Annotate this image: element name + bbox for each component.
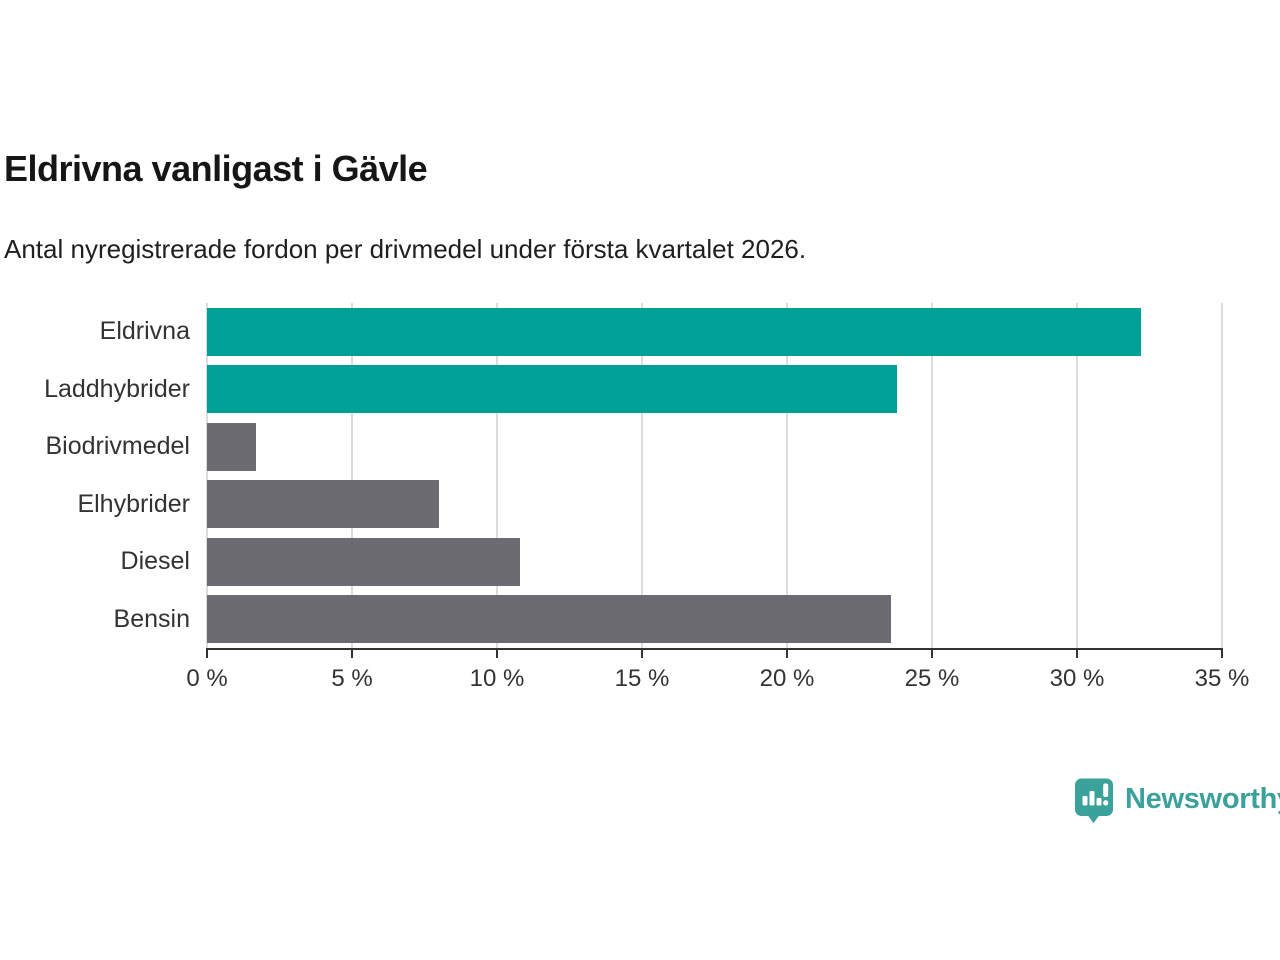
x-axis-tick-30 — [1076, 648, 1078, 658]
logo-exclamation-dot — [1103, 800, 1109, 806]
x-axis-tick-label-10: 10 % — [469, 665, 525, 692]
y-axis-label-bensin: Bensin — [113, 604, 190, 633]
y-axis-label-diesel: Diesel — [120, 547, 190, 576]
gridline-5 — [351, 303, 353, 648]
logo-bar-3 — [1096, 798, 1102, 806]
newsworthy-speech-bubble-chart-icon — [1075, 778, 1113, 823]
newsworthy-logo: Newsworthy — [1074, 777, 1280, 823]
x-axis-tick-10 — [496, 648, 498, 658]
x-axis-tick-label-5: 5 % — [331, 665, 373, 692]
bar-laddhybrider — [207, 365, 898, 414]
plot-area: 0 % 5 % 10 % 15 % 20 % 25 % 30 % 35 % — [186, 303, 1249, 692]
bar-diesel — [207, 537, 521, 586]
y-axis-label-laddhybrider: Laddhybrider — [44, 374, 190, 403]
chart-subtitle: Antal nyregistrerade fordon per drivmede… — [4, 234, 807, 264]
x-axis-tick-15 — [641, 648, 643, 658]
y-axis-label-eldrivna: Eldrivna — [99, 317, 190, 346]
gridline-35 — [1221, 303, 1223, 648]
x-axis-tick-label-25: 25 % — [904, 665, 960, 692]
logo-bar-1 — [1082, 796, 1088, 806]
y-axis-label-elhybrider: Elhybrider — [77, 489, 190, 518]
gridline-20 — [786, 303, 788, 648]
gridline-15 — [641, 303, 643, 648]
bar-bensin — [207, 595, 892, 644]
x-axis-tick-label-15: 15 % — [614, 665, 670, 692]
x-axis-tick-label-30: 30 % — [1049, 665, 1105, 692]
bar-eldrivna — [207, 307, 1141, 356]
x-axis-tick-20 — [786, 648, 788, 658]
y-axis-labels: Eldrivna Laddhybrider Biodrivmedel Elhybrid… — [0, 303, 190, 648]
bar-elhybrider — [207, 480, 439, 529]
logo-bar-2 — [1089, 791, 1095, 806]
newsworthy-logo-text: Newsworthy — [1125, 783, 1280, 815]
x-axis-tick-label-20: 20 % — [759, 665, 815, 692]
bar-chart: Eldrivna Laddhybrider Biodrivmedel Elhybrid… — [0, 303, 1280, 703]
chart-title: Eldrivna vanligast i Gävle — [4, 148, 428, 189]
x-axis-tick-25 — [931, 648, 933, 658]
x-axis-tick-label-35: 35 % — [1194, 665, 1250, 692]
bar-biodrivmedel — [207, 422, 257, 471]
x-axis-tick-label-0: 0 % — [186, 665, 228, 692]
gridline-0 — [206, 303, 208, 648]
x-axis-tick-35 — [1221, 648, 1223, 658]
x-axis-tick-0 — [206, 648, 208, 658]
gridline-10 — [496, 303, 498, 648]
x-axis-tick-5 — [351, 648, 353, 658]
y-axis-label-biodrivmedel: Biodrivmedel — [45, 432, 190, 461]
x-axis-line — [207, 648, 1222, 650]
gridline-25 — [931, 303, 933, 648]
gridline-30 — [1076, 303, 1078, 648]
logo-exclamation-line — [1103, 783, 1109, 797]
